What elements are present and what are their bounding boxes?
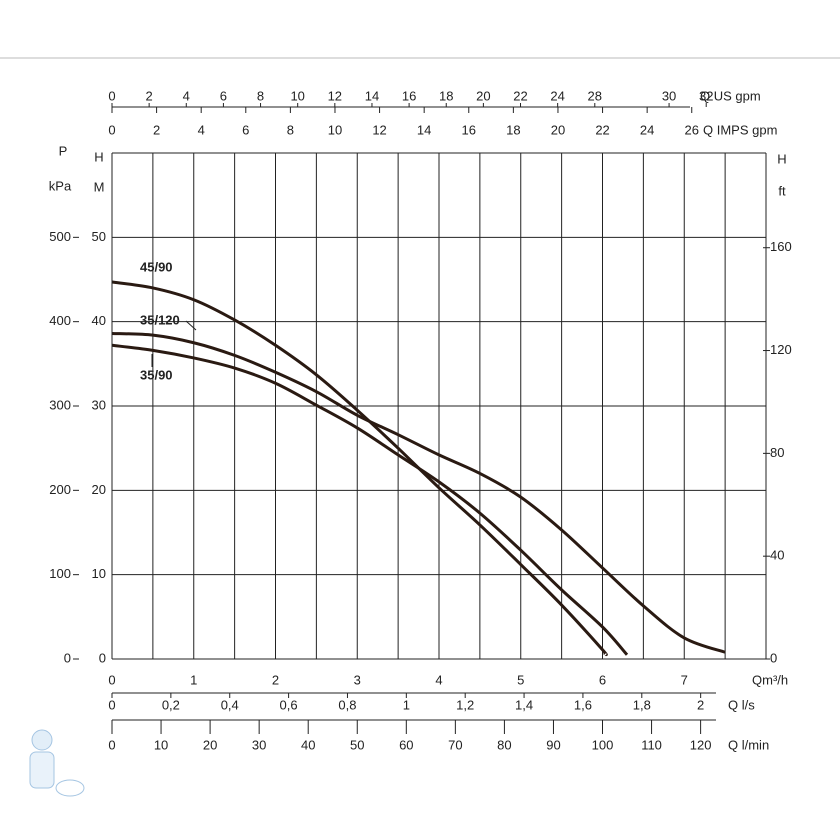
right-axis-title: H — [777, 151, 786, 166]
bottom-tick-label: 10 — [154, 737, 168, 752]
curve-label: 35/90 — [140, 367, 173, 382]
bottom-tick-label: 40 — [301, 737, 315, 752]
bottom-tick-label: 0,2 — [162, 697, 180, 712]
bottom-tick-label: 2 — [697, 697, 704, 712]
x-tick-label: 3 — [354, 672, 361, 687]
bottom-tick-label: 90 — [546, 737, 560, 752]
right-tick-label: 0 — [770, 650, 777, 665]
left-tick-label: 300 — [49, 397, 71, 412]
x-axis-title: Qm³/h — [752, 672, 788, 687]
top-tick-label: 10 — [290, 88, 304, 103]
bottom-tick-label: 0,8 — [338, 697, 356, 712]
y-tick-label: 30 — [92, 397, 106, 412]
top-tick-label: 0 — [108, 88, 115, 103]
top-tick-label: 32 — [699, 88, 713, 103]
top-tick-label: 16 — [402, 88, 416, 103]
top-tick-label: 24 — [550, 88, 564, 103]
bottom-tick-label: 0 — [108, 697, 115, 712]
y-tick-label: 50 — [92, 229, 106, 244]
x-tick-label: 4 — [435, 672, 442, 687]
bottom-tick-label: 0 — [108, 737, 115, 752]
x-tick-label: 1 — [190, 672, 197, 687]
top-tick-label: 22 — [513, 88, 527, 103]
top-tick-label: 0 — [108, 122, 115, 137]
top-tick-label: 24 — [640, 122, 654, 137]
left-tick-label: 400 — [49, 313, 71, 328]
bottom-tick-label: 1,6 — [574, 697, 592, 712]
bottom-axis-title: Q l/s — [728, 697, 755, 712]
top-tick-label: 20 — [551, 122, 565, 137]
x-tick-label: 0 — [108, 672, 115, 687]
top-tick-label: 22 — [595, 122, 609, 137]
top-axis-title: Q US gpm — [700, 88, 761, 103]
top-tick-label: 10 — [328, 122, 342, 137]
pump-curve — [111, 280, 608, 657]
top-tick-label: 4 — [198, 122, 205, 137]
bottom-tick-label: 70 — [448, 737, 462, 752]
bottom-tick-label: 100 — [592, 737, 614, 752]
bottom-tick-label: 60 — [399, 737, 413, 752]
top-tick-label: 2 — [146, 88, 153, 103]
top-tick-label: 14 — [365, 88, 379, 103]
leader-line — [185, 320, 197, 331]
bottom-tick-label: 1,2 — [456, 697, 474, 712]
bottom-tick-label: 1,8 — [633, 697, 651, 712]
left-tick-label: 100 — [49, 566, 71, 581]
bottom-tick-label: 50 — [350, 737, 364, 752]
right-tick-label: 120 — [770, 342, 792, 357]
left-tick-label: 200 — [49, 482, 71, 497]
y-axis-title: H — [94, 149, 103, 164]
top-tick-label: 28 — [588, 88, 602, 103]
top-tick-label: 18 — [439, 88, 453, 103]
y-tick-label: 20 — [92, 482, 106, 497]
top-tick-label: 14 — [417, 122, 431, 137]
bottom-tick-label: 0,4 — [221, 697, 239, 712]
top-tick-label: 30 — [662, 88, 676, 103]
bottom-tick-label: 120 — [690, 737, 712, 752]
x-tick-label: 2 — [272, 672, 279, 687]
bottom-tick-label: 30 — [252, 737, 266, 752]
top-tick-label: 12 — [328, 88, 342, 103]
bottom-tick-label: 1 — [403, 697, 410, 712]
top-tick-label: 6 — [242, 122, 249, 137]
top-tick-label: 16 — [462, 122, 476, 137]
top-tick-label: 26 — [685, 122, 699, 137]
bottom-tick-label: 1,4 — [515, 697, 533, 712]
bottom-tick-label: 0,6 — [280, 697, 298, 712]
bottom-tick-label: 110 — [641, 737, 662, 752]
left-tick-label: 500 — [49, 229, 71, 244]
y-axis-unit: M — [94, 179, 105, 194]
top-tick-label: 20 — [476, 88, 490, 103]
curve-label: 45/90 — [140, 259, 173, 274]
right-tick-label: 40 — [770, 548, 784, 563]
y-tick-label: 0 — [99, 650, 106, 665]
left-axis-title: P — [59, 143, 68, 158]
y-tick-label: 40 — [92, 313, 106, 328]
y-tick-label: 10 — [92, 566, 106, 581]
top-tick-label: 6 — [220, 88, 227, 103]
x-tick-label: 5 — [517, 672, 524, 687]
top-axis-title: Q IMPS gpm — [703, 122, 777, 137]
top-tick-label: 12 — [372, 122, 386, 137]
x-tick-label: 7 — [681, 672, 688, 687]
pump-curve — [111, 343, 629, 656]
left-axis-unit: kPa — [49, 178, 72, 193]
mascot — [29, 729, 85, 797]
right-tick-label: 160 — [770, 239, 792, 254]
bottom-axis-title: Q l/min — [728, 737, 769, 752]
top-tick-label: 18 — [506, 122, 520, 137]
left-tick-label: 0 — [64, 650, 71, 665]
top-tick-label: 4 — [183, 88, 190, 103]
right-axis-unit: ft — [778, 183, 786, 198]
pump-curve — [111, 331, 726, 654]
top-tick-label: 2 — [153, 122, 160, 137]
curve-label: 35/120 — [140, 312, 180, 327]
bottom-tick-label: 80 — [497, 737, 511, 752]
x-tick-label: 6 — [599, 672, 606, 687]
top-tick-label: 8 — [257, 88, 264, 103]
right-tick-label: 80 — [770, 445, 784, 460]
top-tick-label: 8 — [287, 122, 294, 137]
bottom-tick-label: 20 — [203, 737, 217, 752]
